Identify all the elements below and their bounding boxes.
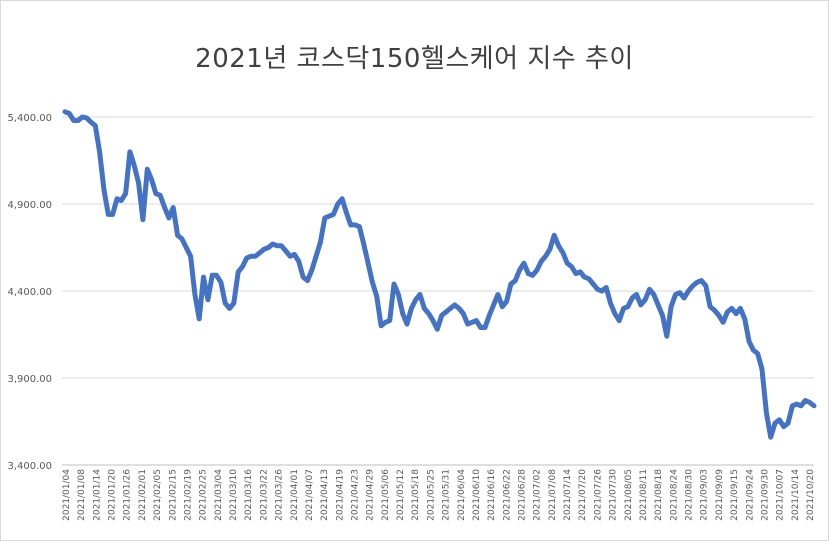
x-tick-label: 2021/02/01	[138, 469, 148, 521]
x-tick-label: 2021/08/30	[685, 469, 695, 521]
x-tick-label: 2021/04/29	[366, 469, 376, 521]
x-tick-label: 2021/06/04	[457, 469, 467, 521]
x-axis-tick-labels: 2021/01/04 2021/01/08 2021/01/14 2021/01/20…	[62, 469, 816, 521]
x-tick-label: 2021/02/25	[199, 469, 209, 521]
x-tick-label: 2021/10/07	[776, 469, 786, 521]
x-tick-label: 2021/05/12	[396, 469, 406, 521]
x-tick-label: 2021/10/14	[791, 469, 801, 521]
x-tick-label: 2021/04/23	[350, 469, 360, 521]
series-group	[62, 109, 817, 440]
x-tick-label: 2021/01/04	[62, 469, 72, 521]
x-tick-label: 2021/05/06	[381, 469, 391, 521]
x-tick-label: 2021/07/26	[593, 469, 603, 521]
x-tick-label: 2021/06/10	[472, 469, 482, 521]
gridlines	[62, 116, 814, 466]
y-axis-tick-labels: 3,400.00 3,900.00 4,400.00 4,900.00 5,400.00	[7, 113, 52, 472]
x-tick-label: 2021/05/25	[426, 469, 436, 521]
x-tick-label: 2021/06/22	[502, 469, 512, 521]
x-tick-label: 2021/05/31	[442, 469, 452, 521]
x-tick-label: 2021/01/08	[77, 469, 87, 521]
x-tick-label: 2021/09/30	[760, 469, 770, 521]
x-tick-label: 2021/08/24	[669, 469, 679, 521]
x-tick-label: 2021/03/04	[214, 469, 224, 521]
chart-title: 2021년 코스닥150헬스케어 지수 추이	[195, 44, 634, 74]
series-line	[62, 109, 817, 440]
x-tick-label: 2021/04/01	[290, 469, 300, 521]
x-tick-label: 2021/08/18	[654, 469, 664, 521]
x-tick-label: 2021/07/08	[548, 469, 558, 521]
x-tick-label: 2021/04/19	[335, 469, 345, 521]
x-tick-label: 2021/03/16	[244, 469, 254, 521]
x-tick-label: 2021/10/20	[806, 469, 816, 521]
x-tick-label: 2021/09/24	[745, 469, 755, 521]
x-tick-label: 2021/02/15	[168, 469, 178, 521]
x-tick-label: 2021/03/26	[275, 469, 285, 521]
x-tick-label: 2021/04/07	[305, 469, 315, 521]
x-tick-label: 2021/06/16	[487, 469, 497, 521]
x-tick-label: 2021/01/26	[123, 469, 133, 521]
x-tick-label: 2021/07/30	[609, 469, 619, 521]
x-tick-label: 2021/01/14	[92, 469, 102, 521]
x-tick-label: 2021/07/20	[578, 469, 588, 521]
x-tick-label: 2021/02/19	[183, 469, 193, 521]
y-tick-label: 3,400.00	[7, 461, 52, 472]
x-tick-label: 2021/04/13	[320, 469, 330, 521]
x-tick-label: 2021/03/10	[229, 469, 239, 521]
x-tick-label: 2021/07/14	[563, 469, 573, 521]
x-tick-label: 2021/03/22	[259, 469, 269, 521]
x-tick-label: 2021/09/15	[730, 469, 740, 521]
y-tick-label: 5,400.00	[7, 113, 52, 124]
x-tick-label: 2021/02/05	[153, 469, 163, 521]
x-tick-label: 2021/07/02	[533, 469, 543, 521]
x-tick-label: 2021/08/11	[639, 469, 649, 521]
x-tick-label: 2021/01/20	[108, 469, 118, 521]
y-tick-label: 4,900.00	[7, 200, 52, 211]
y-tick-label: 3,900.00	[7, 374, 52, 385]
y-tick-label: 4,400.00	[7, 287, 52, 298]
x-tick-label: 2021/06/28	[518, 469, 528, 521]
x-tick-label: 2021/09/09	[715, 469, 725, 521]
x-tick-label: 2021/05/18	[411, 469, 421, 521]
x-tick-label: 2021/09/03	[700, 469, 710, 521]
x-tick-label: 2021/08/05	[624, 469, 634, 521]
